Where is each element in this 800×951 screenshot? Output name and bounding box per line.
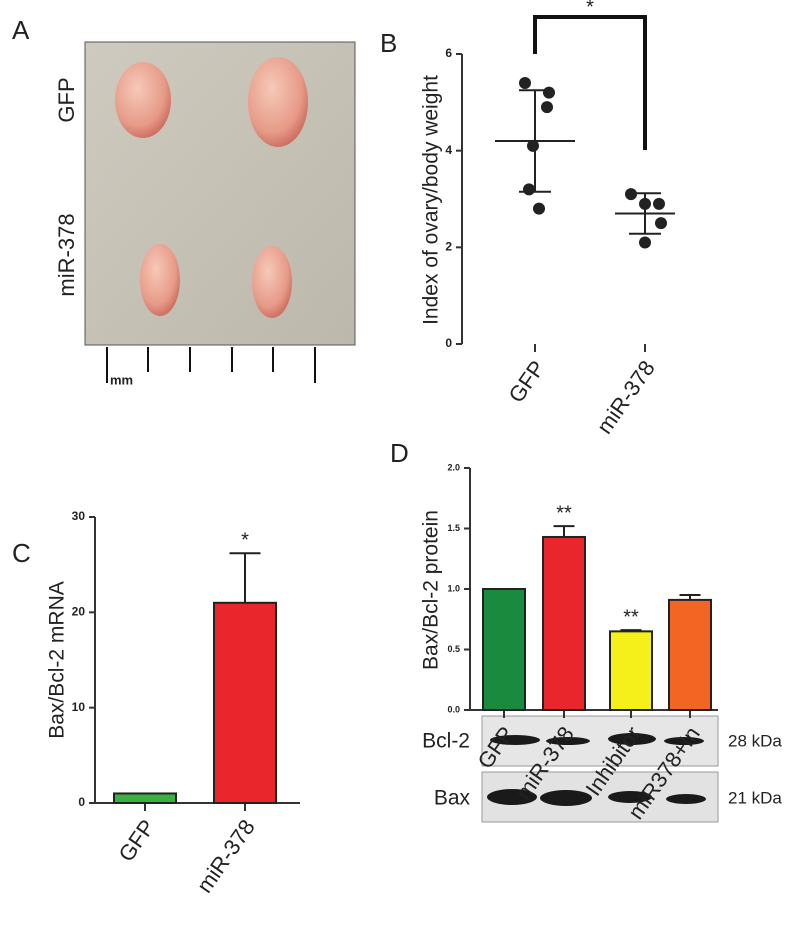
ovary [252, 246, 292, 318]
data-point [543, 86, 555, 99]
y-tick-label: 4 [445, 143, 452, 157]
significance-bracket [533, 15, 647, 150]
scale-ruler [106, 347, 316, 383]
y-tick-label: 1.5 [447, 523, 460, 533]
y-tick-label: 2.0 [447, 462, 460, 472]
blot-size: 21 kDa [728, 788, 782, 807]
significance-label: * [586, 0, 594, 18]
data-point [541, 101, 553, 114]
x-tick-label: GFP [503, 356, 549, 407]
blot-label: Bcl-2 [422, 730, 470, 753]
x-tick-label: miR-378 [592, 356, 660, 438]
data-point [519, 77, 531, 89]
panel-label: C [12, 538, 31, 568]
y-tick-label: 1.0 [447, 583, 460, 593]
panel-label: D [390, 438, 409, 468]
data-point [639, 236, 651, 249]
significance-label: ** [556, 502, 572, 524]
data-point [653, 197, 665, 210]
significance-label: * [241, 530, 249, 552]
bar [113, 792, 177, 805]
bar [609, 630, 653, 711]
blot-label: Bax [434, 787, 471, 810]
y-tick-label: 6 [445, 46, 452, 60]
blot-size: 28 kDa [728, 731, 782, 750]
scale-label: mm [110, 372, 133, 387]
y-axis-label: Index of ovary/body weight [420, 75, 443, 325]
y-tick-label: 0.5 [447, 644, 460, 654]
significance-label: ** [623, 606, 639, 628]
data-point [523, 183, 535, 196]
panel-label: A [12, 15, 30, 45]
x-tick-label: miR-378 [192, 815, 260, 897]
y-axis-label: Bax/Bcl-2 mRNA [46, 581, 69, 739]
y-tick-label: 0 [445, 336, 452, 350]
x-tick-label: GFP [113, 815, 159, 866]
bar [482, 588, 526, 711]
y-tick-label: 0 [78, 795, 85, 809]
y-tick-label: 10 [72, 700, 86, 714]
y-axis-label: Bax/Bcl-2 protein [420, 510, 443, 670]
panel-label: B [380, 28, 397, 58]
data-point [533, 202, 545, 215]
y-tick-label: 0.0 [447, 704, 460, 714]
bar [213, 601, 277, 804]
ovary [115, 62, 171, 138]
y-tick-label: 20 [72, 605, 86, 619]
bar [542, 535, 586, 711]
blot-bands [487, 733, 706, 806]
row-label: GFP [54, 77, 79, 122]
y-tick-label: 2 [445, 240, 452, 254]
ovary [248, 57, 308, 147]
bar [668, 598, 712, 712]
ovary [140, 244, 180, 316]
row-label: miR-378 [54, 213, 79, 296]
y-tick-label: 30 [72, 509, 86, 523]
data-point [655, 217, 667, 230]
